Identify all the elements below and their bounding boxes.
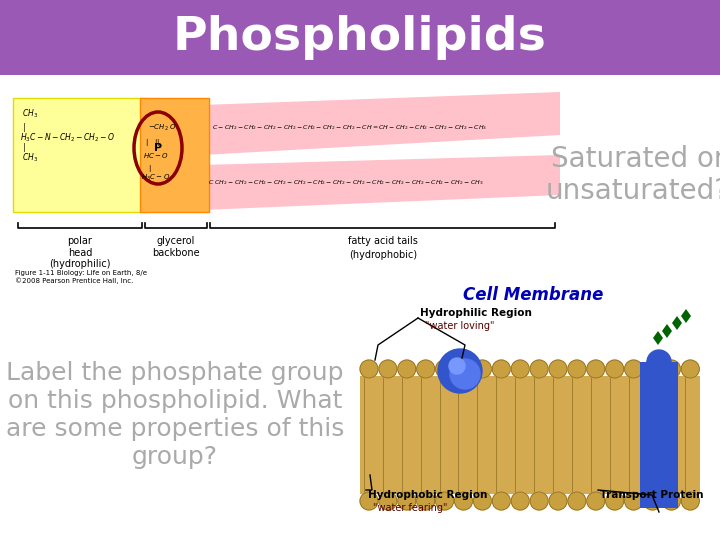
Circle shape (530, 492, 548, 510)
Circle shape (450, 359, 480, 389)
Circle shape (417, 492, 435, 510)
Circle shape (379, 360, 397, 378)
Text: fatty acid tails: fatty acid tails (348, 236, 418, 246)
Circle shape (606, 360, 624, 378)
Circle shape (449, 358, 465, 374)
Circle shape (436, 360, 454, 378)
Circle shape (549, 360, 567, 378)
Circle shape (492, 360, 510, 378)
Circle shape (606, 492, 624, 510)
Text: $|$: $|$ (22, 122, 26, 134)
Circle shape (662, 360, 680, 378)
Polygon shape (202, 92, 560, 155)
Text: "water fearing": "water fearing" (373, 503, 448, 513)
Text: glycerol
backbone: glycerol backbone (152, 236, 200, 258)
Text: Hydrophilic Region: Hydrophilic Region (420, 308, 532, 318)
Circle shape (587, 360, 605, 378)
Text: (hydrophobic): (hydrophobic) (349, 250, 417, 260)
FancyBboxPatch shape (0, 0, 720, 75)
Text: Figure 1-11 Biology: Life on Earth, 8/e
©2008 Pearson Prentice Hall, Inc.: Figure 1-11 Biology: Life on Earth, 8/e … (15, 270, 147, 284)
Circle shape (473, 492, 491, 510)
Text: Label the phosphate group
on this phospholipid. What
are some properties of this: Label the phosphate group on this phosph… (6, 361, 344, 469)
Circle shape (568, 492, 586, 510)
Text: $-CH_2\ O$: $-CH_2\ O$ (148, 123, 177, 133)
Circle shape (438, 349, 482, 393)
Circle shape (549, 492, 567, 510)
Circle shape (492, 492, 510, 510)
Circle shape (587, 492, 605, 510)
Text: $C-CH_2-CH_2-CH_2-CH_2-CH_2-CH_2-CH_2-CH=CH-CH_2-CH_2-CH_2-CH_2-CH_3$: $C-CH_2-CH_2-CH_2-CH_2-CH_2-CH_2-CH_2-CH… (212, 124, 487, 132)
Text: $CH_3$: $CH_3$ (22, 108, 38, 120)
Circle shape (360, 492, 378, 510)
Text: $|$: $|$ (22, 141, 26, 154)
Text: polar
head
(hydrophilic): polar head (hydrophilic) (49, 236, 111, 269)
Text: $H_3C-O$: $H_3C-O$ (141, 173, 171, 183)
Circle shape (681, 360, 699, 378)
Text: $HC-O$: $HC-O$ (143, 151, 169, 159)
Text: Transport Protein: Transport Protein (600, 490, 703, 500)
Circle shape (397, 360, 416, 378)
Text: Phospholipids: Phospholipids (173, 16, 547, 60)
Polygon shape (202, 155, 560, 210)
Circle shape (417, 360, 435, 378)
Circle shape (624, 492, 642, 510)
FancyBboxPatch shape (640, 362, 678, 508)
Circle shape (473, 360, 491, 378)
FancyBboxPatch shape (140, 98, 209, 212)
Text: $|$: $|$ (148, 163, 151, 173)
Circle shape (397, 492, 416, 510)
Text: $H_3C-N-CH_2-CH_2-O$: $H_3C-N-CH_2-CH_2-O$ (20, 132, 115, 144)
Polygon shape (672, 316, 682, 330)
Circle shape (454, 492, 472, 510)
Circle shape (624, 360, 642, 378)
Text: $C\ CH_2-CH_2-CH_2-CH_2-CH_2-CH_2-CH_2-CH_2-CH_2-CH_2-CH_2-CH_2-CH_2-CH_3$: $C\ CH_2-CH_2-CH_2-CH_2-CH_2-CH_2-CH_2-C… (208, 179, 484, 187)
Circle shape (360, 360, 378, 378)
Text: Cell Membrane: Cell Membrane (463, 286, 603, 304)
Text: Hydrophobic Region: Hydrophobic Region (368, 490, 487, 500)
Circle shape (511, 360, 529, 378)
Circle shape (568, 360, 586, 378)
Polygon shape (662, 324, 672, 338)
FancyBboxPatch shape (13, 98, 147, 212)
Circle shape (379, 492, 397, 510)
Text: "water loving": "water loving" (425, 321, 495, 331)
Circle shape (644, 492, 662, 510)
Circle shape (530, 360, 548, 378)
Text: P: P (154, 143, 162, 153)
Circle shape (647, 350, 671, 374)
Polygon shape (681, 309, 691, 323)
Circle shape (511, 492, 529, 510)
Text: $CH_3$: $CH_3$ (22, 152, 38, 164)
FancyBboxPatch shape (360, 376, 700, 494)
Polygon shape (653, 331, 663, 345)
Text: Saturated or
unsaturated?: Saturated or unsaturated? (546, 145, 720, 205)
Text: $|\ \ \ ||$: $|\ \ \ ||$ (145, 138, 160, 148)
Circle shape (681, 492, 699, 510)
Circle shape (454, 360, 472, 378)
Circle shape (644, 360, 662, 378)
Circle shape (662, 492, 680, 510)
Circle shape (436, 492, 454, 510)
